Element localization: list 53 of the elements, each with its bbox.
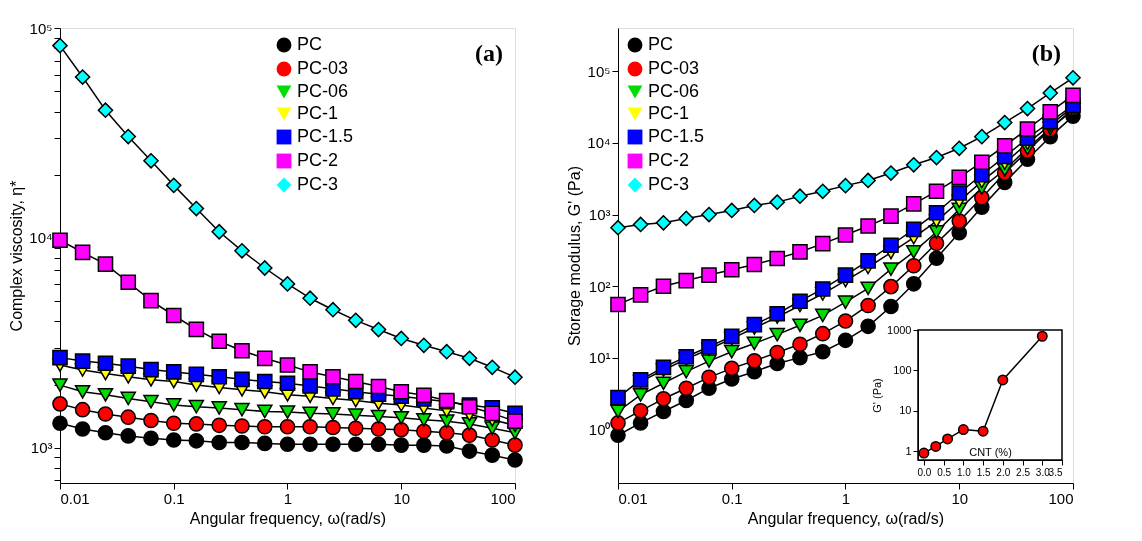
- x-axis-title: CNT (%): [969, 445, 1012, 458]
- x-tick-label: 2.5: [1016, 466, 1031, 478]
- x-tick-label: 1: [283, 489, 293, 507]
- y-axis-title: G' (Pa): [871, 378, 884, 413]
- legend-label: PC-03: [648, 58, 700, 78]
- legend-label: PC-03: [297, 58, 349, 78]
- x-tick-label: 2.0: [996, 466, 1011, 478]
- y-tick-label: 100: [893, 363, 912, 376]
- y-tick-label: 10²: [588, 277, 611, 295]
- x-tick-label: 1: [841, 489, 851, 507]
- x-tick-label: 10: [393, 489, 411, 507]
- x-tick-label: 0.01: [618, 489, 648, 507]
- legend-label: PC-06: [297, 81, 349, 101]
- y-tick-label: 10⁰: [588, 421, 611, 439]
- y-axis-title: Complex viscosity, η*: [8, 180, 26, 332]
- x-axis-title: Angular frequency, ω(rad/s): [189, 509, 387, 527]
- y-tick-label: 10³: [588, 206, 611, 224]
- y-tick-label: 10⁵: [587, 62, 611, 80]
- legend-label: PC-3: [297, 174, 339, 194]
- x-tick-label: 0.01: [60, 489, 90, 507]
- annotation: (b): [1031, 40, 1061, 66]
- x-tick-label: 3.5: [1048, 466, 1063, 478]
- x-tick-label: 0.1: [163, 489, 185, 507]
- x-tick-label: 1.0: [956, 466, 972, 478]
- y-tick-label: 10: [899, 404, 912, 417]
- y-tick-label: 1: [905, 444, 912, 457]
- legend-label: PC-2: [297, 150, 339, 170]
- legend-label: PC-1: [648, 103, 690, 123]
- x-tick-label: 3.0: [1035, 466, 1051, 478]
- annotation: (a): [475, 40, 503, 66]
- legend-label: PC: [648, 34, 674, 54]
- x-tick-label: 0.1: [721, 489, 743, 507]
- legend-label: PC-2: [648, 150, 690, 170]
- legend-label: PC: [297, 34, 323, 54]
- y-tick-label: 10⁵: [29, 19, 53, 37]
- legend-label: PC-1.5: [648, 126, 705, 146]
- x-tick-label: 100: [490, 489, 516, 507]
- x-tick-label: 0.0: [917, 466, 932, 478]
- x-axis-title: Angular frequency, ω(rad/s): [747, 509, 945, 527]
- y-tick-label: 10⁴: [29, 229, 53, 247]
- legend-label: PC-1.5: [297, 126, 354, 146]
- y-tick-label: 10¹: [588, 349, 611, 367]
- x-tick-label: 1.5: [976, 466, 991, 478]
- y-axis-title: Storage modulus, G' (Pa): [566, 165, 584, 347]
- x-tick-label: 100: [1048, 489, 1074, 507]
- y-tick-label: 1000: [887, 323, 912, 336]
- x-tick-label: 10: [951, 489, 969, 507]
- legend-label: PC-3: [648, 174, 690, 194]
- legend-label: PC-1: [297, 103, 339, 123]
- x-tick-label: 0.5: [937, 466, 952, 478]
- legend-label: PC-06: [648, 81, 700, 101]
- y-tick-label: 10³: [30, 439, 53, 457]
- y-tick-label: 10⁴: [587, 134, 611, 152]
